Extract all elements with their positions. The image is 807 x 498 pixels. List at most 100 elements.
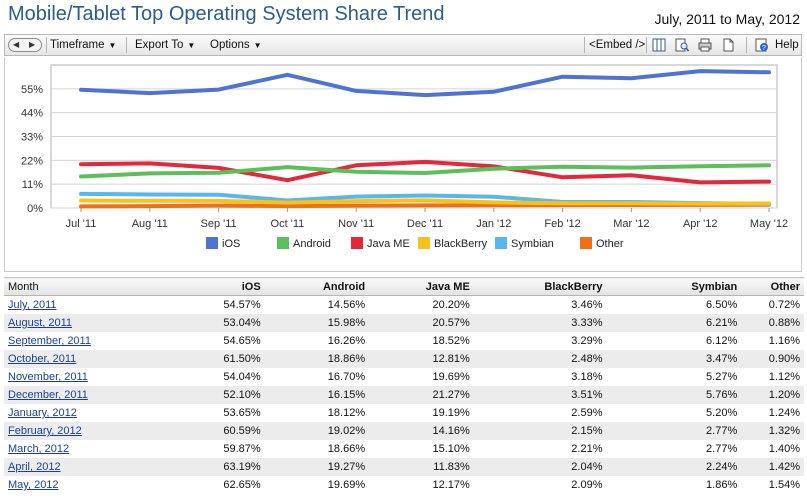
columns-icon[interactable] [652,38,666,52]
legend-label: Java ME [367,238,410,250]
share-cell: 16.70% [327,371,366,383]
column-header-month[interactable]: Month [4,277,128,296]
back-forward-arrows-icon[interactable]: ◀ ▶ [8,38,42,52]
share-cell: 6.50% [706,299,738,311]
y-tick-label: 22% [21,155,43,167]
month-link[interactable]: November, 2011 [8,371,88,383]
share-cell: 11.83% [369,458,474,476]
toolbar-divider [584,37,585,53]
month-link[interactable]: July, 2011 [8,299,57,311]
table-row: January, 2012 53.65% 18.12% 19.19% 2.59% 5.20… [4,404,804,422]
month-link[interactable]: February, 2012 [8,425,82,437]
share-cell: 62.65% [223,479,261,491]
toolbar-divider [46,37,47,53]
table-row: August, 2011 53.04% 15.98% 20.57% 3.33% 6.21%… [4,314,804,332]
column-header-java-me[interactable]: Java ME [369,277,474,296]
legend-swatch [206,237,218,249]
print-icon[interactable] [698,38,712,52]
chart-panel: 0% 11% 22% 33% 44% 55% Jul '11 Aug '11 Sep '11 Oc… [4,57,802,272]
column-header-symbian[interactable]: Symbian [606,277,742,296]
x-tick-label: Apr '12 [683,218,718,230]
month-cell: May, 2012 [4,476,127,494]
share-cell: 20.20% [432,299,470,311]
month-link[interactable]: August, 2011 [8,317,73,329]
column-header-android[interactable]: Android [264,277,370,296]
y-tick-label: 11% [22,179,43,191]
share-cell: 1.86% [706,479,738,491]
legend-label: Android [293,238,331,250]
share-cell: 2.24% [606,458,742,476]
share-cell: 1.24% [768,407,800,419]
share-cell: 5.20% [706,407,738,419]
month-link[interactable]: April, 2012 [8,461,61,473]
month-cell: January, 2012 [4,404,127,422]
legend-swatch [418,237,430,249]
share-cell: 2.04% [473,458,607,476]
share-cell: 3.18% [571,371,603,383]
options-menu[interactable]: Options ▼ [210,35,262,55]
table-row: February, 2012 60.59% 19.02% 14.16% 2.15% 2.7… [4,422,804,440]
help-icon[interactable]: ? [755,38,769,52]
legend-swatch [580,237,592,249]
share-cell: 0.88% [741,314,804,332]
column-header-ios[interactable]: iOS [127,277,265,296]
column-header-blackberry[interactable]: BlackBerry [473,277,607,296]
month-link[interactable]: May, 2012 [8,479,59,491]
embed-button[interactable]: <Embed /> [589,39,646,51]
export-to-menu[interactable]: Export To ▼ [135,35,195,55]
share-cell: 1.12% [768,371,800,383]
series-line-blackberry [79,198,771,206]
share-cell: 19.19% [432,407,470,419]
share-cell: 15.98% [264,314,370,332]
share-cell: 59.87% [223,443,261,455]
share-cell: 18.12% [327,407,366,419]
table-row: October, 2011 61.50% 18.86% 12.81% 2.48% 3.47… [4,350,804,368]
help-button[interactable]: Help [775,39,799,51]
x-tick-label: Sep '11 [201,218,237,230]
share-cell: 3.33% [473,314,607,332]
share-cell: 2.77% [706,443,738,455]
series-line-android [79,163,771,179]
share-cell: 2.77% [606,422,742,440]
share-cell: 1.20% [741,386,804,404]
data-table: Month iOS Android Java ME BlackBerry Symbian O… [4,277,804,494]
month-link[interactable]: October, 2011 [8,353,77,365]
legend-swatch [277,237,289,249]
share-cell: 16.15% [264,386,370,404]
toolbar-divider [126,37,127,53]
share-cell: 3.29% [571,335,603,347]
page-icon[interactable] [721,38,735,52]
month-cell: July, 2011 [4,296,127,315]
month-cell: March, 2012 [4,440,127,458]
share-cell: 53.04% [127,314,265,332]
table-header-row: Month iOS Android Java ME BlackBerry Symbian O… [4,277,804,296]
share-cell: 18.52% [432,335,470,347]
timeframe-menu[interactable]: Timeframe ▼ [50,35,116,55]
month-cell: October, 2011 [4,350,128,368]
date-range: July, 2011 to May, 2012 [654,11,800,27]
share-cell: 0.90% [741,350,804,368]
x-tick-label: Oct '11 [271,218,305,230]
share-cell: 54.65% [223,335,261,347]
x-tick-label: Dec '11 [407,218,443,230]
month-link[interactable]: September, 2011 [8,335,91,347]
share-cell: 1.32% [741,422,804,440]
right-arrow-icon[interactable]: ▶ [29,40,36,49]
share-cell: 2.09% [571,479,603,491]
chevron-down-icon: ▼ [108,41,117,50]
month-cell: April, 2012 [4,458,128,476]
month-link[interactable]: January, 2012 [8,407,77,419]
table-row: November, 2011 54.04% 16.70% 19.69% 3.18% 5.2… [4,368,804,386]
month-cell: November, 2011 [4,368,127,386]
share-cell: 53.65% [223,407,261,419]
month-link[interactable]: December, 2011 [8,389,88,401]
column-header-other[interactable]: Other [741,277,804,296]
month-link[interactable]: March, 2012 [8,443,70,455]
left-arrow-icon[interactable]: ◀ [13,40,20,49]
month-cell: August, 2011 [4,314,128,332]
x-tick-label: May '12 [750,218,788,230]
toolbar: ◀ ▶ Timeframe ▼ Export To ▼ Options ▼ <Embe… [4,34,802,56]
zoom-icon[interactable] [675,38,689,52]
share-cell: 2.21% [571,443,603,455]
share-cell: 16.26% [327,335,366,347]
